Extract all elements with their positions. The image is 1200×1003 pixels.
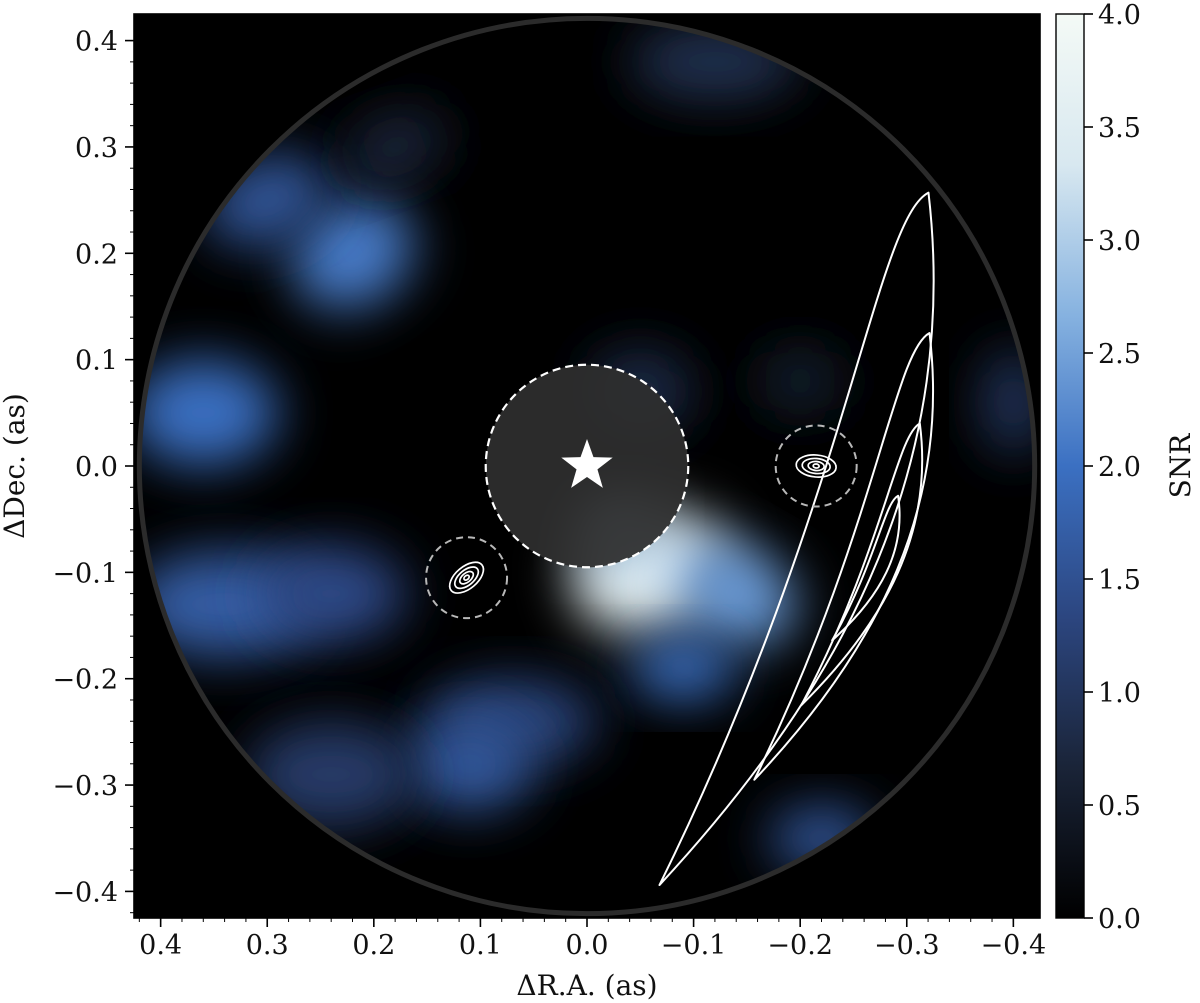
orbit-contour [753, 332, 935, 781]
orbit-contour [831, 494, 901, 642]
x-axis-label: ΔR.A. (as) [516, 969, 657, 1002]
y-tick-label: −0.4 [52, 877, 118, 908]
colorbar-label: SNR [1164, 433, 1197, 499]
colorbar-tick-label: 3.0 [1098, 226, 1141, 257]
plot-area [134, 14, 1040, 918]
x-tick-label: 0.3 [246, 930, 289, 961]
y-tick-label: −0.2 [52, 665, 118, 696]
y-tick-label: 0.2 [75, 239, 118, 270]
snr-blob [675, 541, 797, 646]
field-of-view-outside [134, 14, 1040, 918]
field-of-view-edge [136, 15, 1038, 917]
candidate-circle [425, 536, 509, 620]
y-tick-label: −0.3 [52, 771, 118, 802]
candidate-contour [801, 457, 831, 475]
snr-blob [291, 197, 414, 310]
x-tick-label: 0.4 [139, 930, 182, 961]
orbit-contour [658, 191, 935, 887]
snr-blob [256, 545, 406, 642]
host-star-marker [561, 439, 613, 488]
colorbar-tick-label: 0.0 [1098, 904, 1141, 935]
colorbar-tick-label: 4.0 [1098, 0, 1141, 31]
x-tick-label: −0.3 [874, 930, 940, 961]
orbit-contour [800, 422, 924, 707]
candidate-contour [463, 574, 471, 581]
candidate-contour [795, 454, 837, 478]
colorbar-tick-label: 0.5 [1098, 791, 1141, 822]
candidate-contour [807, 460, 825, 472]
y-tick-label: 0.3 [75, 133, 118, 164]
colorbar-tick-label: 2.5 [1098, 339, 1141, 370]
x-tick-label: 0.2 [352, 930, 395, 961]
x-tick-label: 0.0 [566, 930, 609, 961]
candidate-contour [453, 566, 480, 590]
candidate-circle [774, 424, 858, 508]
y-tick-label: −0.1 [52, 558, 118, 589]
x-tick-label: −0.2 [767, 930, 833, 961]
snr-blob [405, 715, 534, 812]
y-axis-label: ΔDec. (as) [0, 393, 31, 539]
y-tick-label: 0.4 [75, 27, 118, 58]
y-tick-label: 0.0 [75, 452, 118, 483]
y-tick-label: 0.1 [75, 346, 118, 377]
snr-blob [757, 349, 843, 413]
candidate-contour [448, 561, 485, 594]
candidate-detections [425, 424, 858, 620]
colorbar-ticks: 0.0 0.5 1.0 1.5 2.0 2.5 3.0 3.5 4.0 [1084, 0, 1141, 935]
star-icon [561, 439, 613, 488]
colorbar: 0.0 0.5 1.0 1.5 2.0 2.5 3.0 3.5 4.0 SNR [1055, 0, 1197, 935]
snr-blob [134, 359, 278, 466]
snr-blob [343, 111, 447, 183]
snr-blob [629, 636, 737, 700]
x-tick-label: −0.1 [661, 930, 727, 961]
colorbar-tick-label: 2.0 [1098, 452, 1141, 483]
x-tick-label: −0.4 [981, 930, 1047, 961]
x-tick-label: 0.1 [459, 930, 502, 961]
y-axis-ticks: 0.4 0.3 0.2 0.1 0.0 −0.1 −0.2 −0.3 −0.4 [52, 27, 134, 914]
colorbar-tick-label: 3.5 [1098, 113, 1141, 144]
candidate-contour [458, 570, 475, 585]
colorbar-tick-label: 1.0 [1098, 678, 1141, 709]
orbit-posterior-contours [658, 191, 935, 887]
colorbar-gradient [1055, 13, 1085, 919]
candidate-contour [812, 463, 821, 469]
colorbar-tick-label: 1.5 [1098, 565, 1141, 596]
x-axis-ticks: 0.4 0.3 0.2 0.1 0.0 −0.1 −0.2 −0.3 −0.4 [138, 918, 1047, 961]
